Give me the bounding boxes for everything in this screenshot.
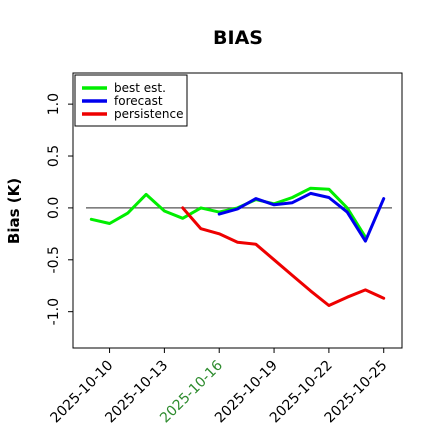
y-tick-label: -0.5 [46, 246, 62, 273]
y-axis-label: Bias (K) [5, 178, 23, 244]
plot-frame [72, 72, 403, 349]
plot-area: -1.0-0.50.00.51.02025-10-102025-10-13202… [46, 72, 403, 426]
y-tick-label: 1.0 [46, 93, 62, 115]
legend-label: forecast [114, 94, 163, 108]
y-tick-label: 0.5 [46, 145, 62, 167]
series-line-persistence [181, 206, 386, 307]
y-tick-label: -1.0 [46, 298, 62, 325]
y-tick-label: 0.0 [46, 197, 62, 219]
legend-label: persistence [114, 107, 183, 121]
legend-label: best est. [114, 81, 166, 95]
series-line-forecast [217, 191, 386, 243]
chart-title: BIAS [213, 27, 263, 49]
